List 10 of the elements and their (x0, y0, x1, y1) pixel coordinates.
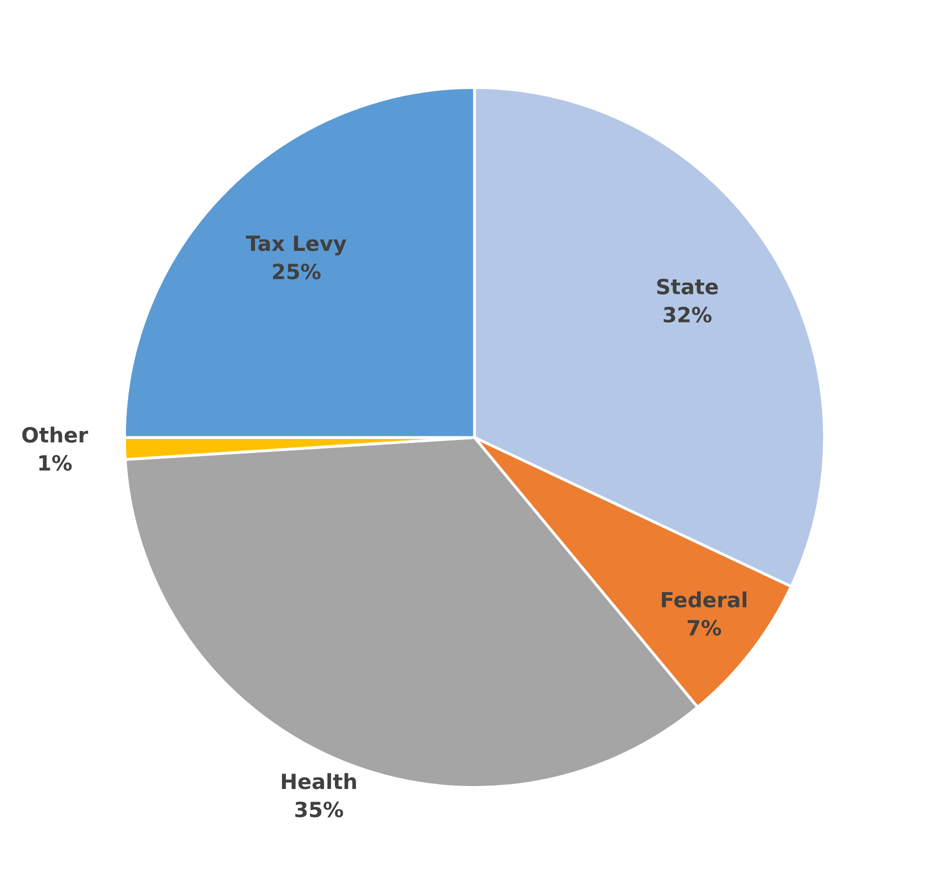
slice-label: Federal (662, 591, 746, 608)
slice-label: Other (22, 426, 88, 443)
slice-label: Tax Levy (246, 236, 346, 256)
data-label: 32% (664, 306, 712, 323)
slice-label: Health (282, 773, 356, 790)
data-label: 35% (295, 802, 344, 818)
data-label: 1% (39, 455, 72, 471)
slice-label: State (657, 278, 718, 294)
data-label: 7% (688, 620, 722, 636)
data-label: 25% (273, 264, 321, 280)
